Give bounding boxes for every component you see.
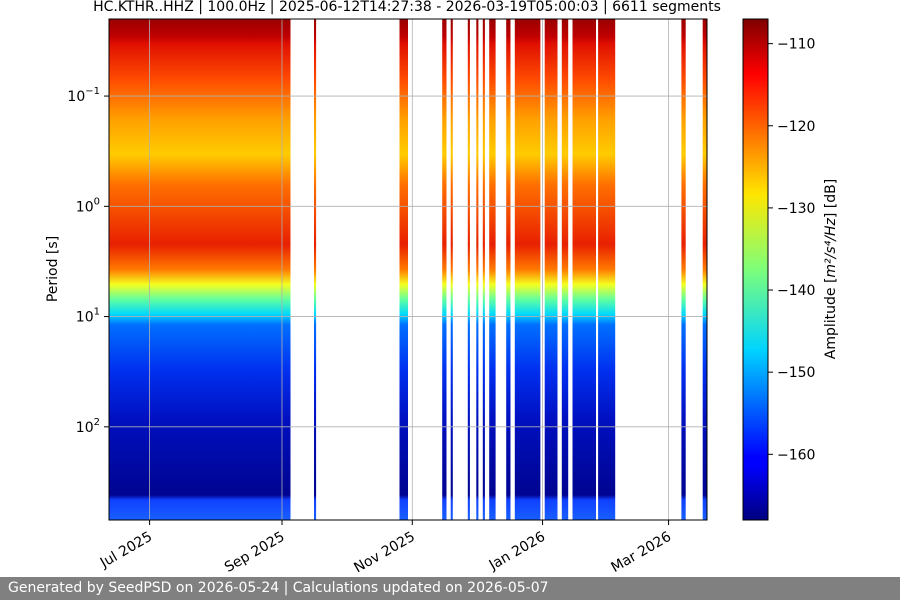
x-tick-label: Mar 2026 <box>609 529 675 576</box>
psd-data-band <box>544 19 558 520</box>
y-tick-label: 102 <box>76 417 100 436</box>
x-tick-label: Nov 2025 <box>351 529 417 577</box>
footer-bar: Generated by SeedPSD on 2026-05-24 | Cal… <box>0 577 900 600</box>
psd-data-band <box>489 19 496 520</box>
spectrogram-chart: HC.KTHR..HHZ | 100.0Hz | 2025-06-12T14:2… <box>45 0 839 576</box>
colorbar-tick-label: −140 <box>777 283 815 299</box>
colorbar-tick-label: −150 <box>777 365 815 381</box>
psd-data-band <box>572 19 596 520</box>
psd-data-band <box>598 19 616 520</box>
y-axis: 10−1 100 101 102 <box>67 86 109 436</box>
x-tick-label: Jan 2026 <box>486 529 548 574</box>
colorbar: −110 −120 −130 −140 −150 −160 Amplitude [m²/s… <box>742 18 839 521</box>
psd-data-band <box>514 19 541 520</box>
psd-data-band <box>109 19 291 520</box>
psd-data-band <box>702 19 707 520</box>
y-tick-label: 10−1 <box>67 86 100 105</box>
colorbar-gradient <box>742 18 769 521</box>
x-axis: Jul 2025 Sep 2025 Nov 2025 Jan 2026 Mar 2026 <box>97 520 674 576</box>
colorbar-label: Amplitude [m²/s⁴/Hz] [dB] <box>823 179 839 359</box>
colorbar-tick-label: −130 <box>777 201 815 217</box>
x-tick-label: Jul 2025 <box>97 529 155 572</box>
plot-frame <box>108 18 708 521</box>
chart-title: HC.KTHR..HHZ | 100.0Hz | 2025-06-12T14:2… <box>93 0 721 15</box>
psd-data-band <box>681 19 686 520</box>
y-tick-label: 100 <box>76 196 100 215</box>
plot-area <box>108 18 708 521</box>
psd-data-band <box>450 19 453 520</box>
psd-data-band <box>399 19 408 520</box>
colorbar-tick-label: −110 <box>777 37 815 53</box>
psd-data-band <box>482 19 485 520</box>
psd-data-band <box>442 19 447 520</box>
y-axis-label: Period [s] <box>45 236 61 302</box>
x-tick-label: Sep 2025 <box>222 529 288 576</box>
footer-text: Generated by SeedPSD on 2026-05-24 | Cal… <box>8 580 549 596</box>
colorbar-tick-label: −160 <box>777 447 815 463</box>
psd-data-band <box>476 19 479 520</box>
psd-data-band <box>561 19 569 520</box>
psd-data-band <box>506 19 511 520</box>
psd-data-band <box>467 19 470 520</box>
psd-data-band <box>314 19 317 520</box>
y-tick-label: 101 <box>76 307 100 326</box>
colorbar-tick-label: −120 <box>777 119 815 135</box>
